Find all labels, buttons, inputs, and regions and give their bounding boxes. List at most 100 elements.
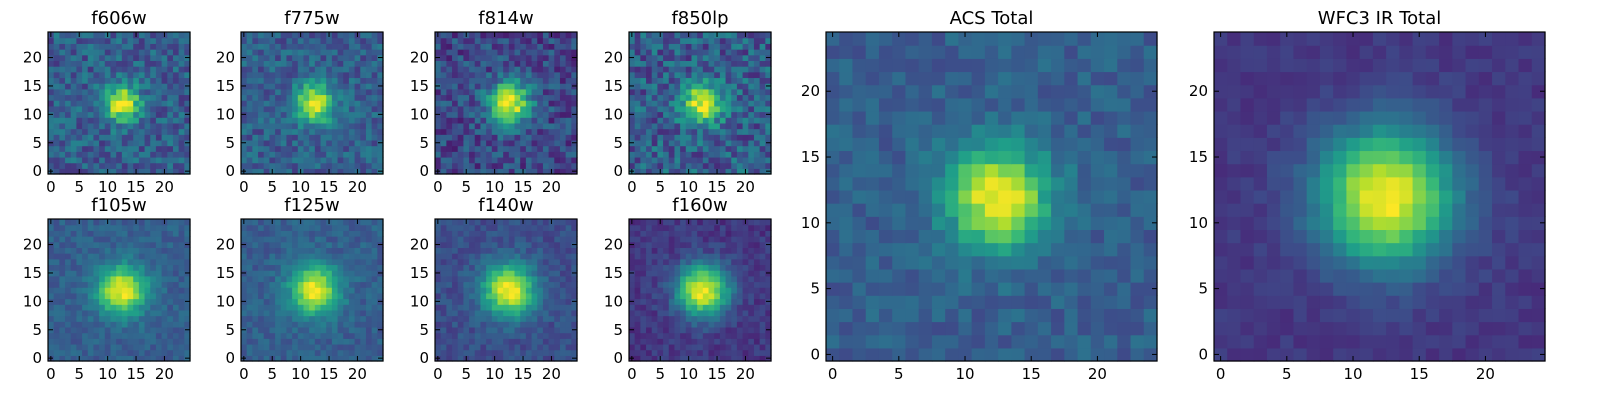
heatmap-cell (440, 275, 447, 283)
heatmap-cell (525, 355, 533, 362)
heatmap-cell (53, 241, 60, 248)
heatmap-cell (725, 349, 732, 356)
heatmap-cell (651, 77, 658, 84)
heatmap-cell (286, 60, 293, 67)
heatmap-cell (161, 151, 168, 158)
heatmap-cell (138, 77, 146, 84)
y-tick-label: 10 (216, 105, 235, 123)
heatmap-cell (446, 241, 453, 248)
heatmap-cell (531, 105, 538, 113)
heatmap-cell (565, 128, 572, 135)
heatmap-cell (497, 270, 504, 277)
heatmap-cell (326, 349, 333, 356)
heatmap-cell (104, 258, 112, 266)
heatmap-cell (486, 309, 493, 317)
heatmap-cell (452, 287, 459, 294)
heatmap-cell (59, 258, 66, 266)
heatmap-cell (697, 37, 704, 44)
heatmap-cell (371, 122, 378, 130)
heatmap-cell (178, 37, 185, 44)
y-tick-label: 5 (613, 134, 623, 152)
heatmap-cell (759, 275, 766, 283)
heatmap-cell (537, 236, 544, 243)
panel-title: f125w (284, 195, 339, 216)
heatmap-cell (320, 60, 327, 67)
heatmap-cell (452, 230, 459, 237)
heatmap-cell (360, 258, 367, 266)
heatmap-cell (269, 88, 276, 96)
heatmap-cell (348, 275, 356, 283)
heatmap-cell (668, 338, 676, 345)
heatmap-cell (446, 105, 453, 113)
heatmap-cell (360, 88, 367, 96)
heatmap-cell (765, 156, 772, 164)
heatmap-cell (246, 292, 253, 300)
heatmap-cell (463, 309, 470, 317)
heatmap-cell (241, 292, 248, 300)
heatmap-cell (331, 315, 339, 322)
heatmap-cell (736, 134, 744, 141)
heatmap-cell (440, 100, 447, 107)
heatmap-cell (371, 298, 378, 305)
heatmap-cell (110, 343, 117, 351)
heatmap-cell (246, 264, 253, 271)
heatmap-cell (674, 151, 681, 158)
heatmap-cell (360, 49, 367, 56)
heatmap-cell (446, 168, 453, 175)
heatmap-cell (559, 162, 567, 169)
heatmap-cell (469, 270, 476, 277)
heatmap-cell (469, 168, 476, 175)
heatmap-cell (138, 224, 146, 231)
heatmap-cell (365, 230, 373, 237)
heatmap-cell (736, 162, 744, 169)
y-tick-label: 5 (225, 134, 235, 152)
heatmap-cell (640, 94, 647, 101)
heatmap-cell (348, 224, 356, 231)
heatmap-cell (127, 292, 134, 300)
heatmap-cell (748, 275, 755, 283)
heatmap-cell (121, 326, 129, 334)
heatmap-cell (680, 151, 687, 158)
heatmap-cell (280, 309, 288, 317)
heatmap-cell (646, 71, 653, 79)
x-tick-label: 20 (348, 178, 367, 196)
heatmap-cell (178, 145, 185, 152)
heatmap-cell (70, 88, 77, 96)
heatmap-cell (377, 224, 384, 231)
heatmap-cell (354, 253, 361, 260)
heatmap-cell (133, 83, 140, 90)
heatmap-cell (144, 117, 151, 124)
heatmap-cell (719, 83, 727, 90)
heatmap-cell (110, 258, 117, 266)
heatmap-cell (748, 32, 755, 39)
heatmap-cell (241, 117, 248, 124)
heatmap-cell (657, 134, 664, 141)
heatmap-cell (697, 298, 704, 305)
heatmap-cell (326, 54, 333, 61)
heatmap-cell (76, 287, 83, 294)
heatmap-cell (365, 304, 373, 311)
heatmap-cell (133, 247, 140, 254)
heatmap-cell (508, 315, 516, 322)
heatmap-cell (275, 71, 282, 79)
heatmap-cell (565, 49, 572, 56)
heatmap-cell (736, 145, 744, 152)
heatmap-cell (365, 37, 373, 44)
heatmap-cell (269, 49, 276, 56)
heatmap-cell (93, 326, 100, 334)
heatmap-cell (365, 105, 373, 113)
heatmap-cell (326, 321, 333, 328)
heatmap-cell (736, 139, 744, 147)
heatmap-cell (241, 304, 248, 311)
heatmap-cell (377, 258, 384, 266)
heatmap-cell (65, 94, 72, 101)
heatmap-cell (629, 349, 636, 356)
heatmap-cell (172, 219, 180, 226)
heatmap-cell (280, 162, 288, 169)
heatmap-cell (463, 338, 470, 345)
heatmap-cell (759, 343, 766, 351)
heatmap-cell (354, 122, 361, 130)
heatmap-cell (309, 355, 316, 362)
heatmap-cell (486, 117, 493, 124)
heatmap-cell (292, 321, 299, 328)
